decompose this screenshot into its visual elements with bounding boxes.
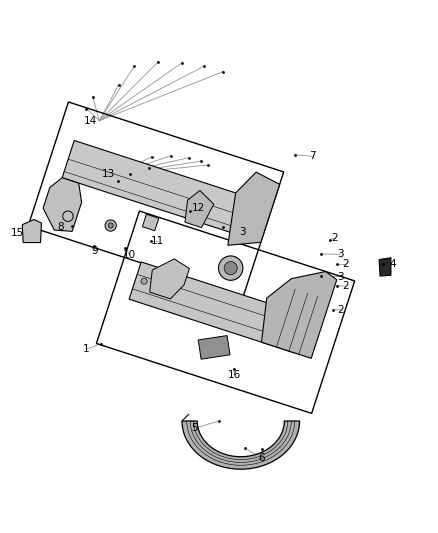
Circle shape (108, 223, 113, 228)
Polygon shape (379, 258, 391, 276)
Text: 12: 12 (192, 203, 205, 213)
Polygon shape (62, 141, 252, 233)
Polygon shape (182, 421, 300, 469)
Text: 5: 5 (191, 423, 198, 433)
Circle shape (141, 278, 147, 284)
Text: 9: 9 (92, 246, 98, 256)
Polygon shape (142, 214, 159, 231)
Text: 2: 2 (342, 260, 349, 269)
Text: 11: 11 (151, 236, 164, 246)
Polygon shape (43, 177, 81, 231)
Polygon shape (198, 336, 230, 359)
Circle shape (219, 256, 243, 280)
Text: 13: 13 (102, 169, 116, 179)
Polygon shape (22, 220, 42, 243)
Text: 6: 6 (258, 453, 265, 463)
Text: 3: 3 (337, 249, 343, 260)
Text: 3: 3 (337, 271, 343, 281)
Text: 2: 2 (342, 281, 349, 291)
Polygon shape (150, 259, 189, 299)
Text: 16: 16 (228, 370, 241, 381)
Text: 2: 2 (331, 233, 338, 243)
Circle shape (63, 211, 73, 221)
Circle shape (224, 262, 237, 274)
Polygon shape (129, 262, 315, 353)
Polygon shape (228, 172, 279, 245)
Text: 2: 2 (338, 305, 344, 315)
Polygon shape (185, 190, 214, 228)
Text: 7: 7 (309, 151, 316, 161)
Text: 15: 15 (11, 228, 25, 238)
Circle shape (105, 220, 117, 231)
Text: 14: 14 (84, 116, 97, 126)
Text: 3: 3 (240, 227, 246, 237)
Text: 10: 10 (123, 250, 136, 260)
Text: 8: 8 (57, 222, 64, 232)
Polygon shape (261, 271, 337, 358)
Text: 1: 1 (83, 344, 89, 354)
Text: 4: 4 (390, 260, 396, 269)
